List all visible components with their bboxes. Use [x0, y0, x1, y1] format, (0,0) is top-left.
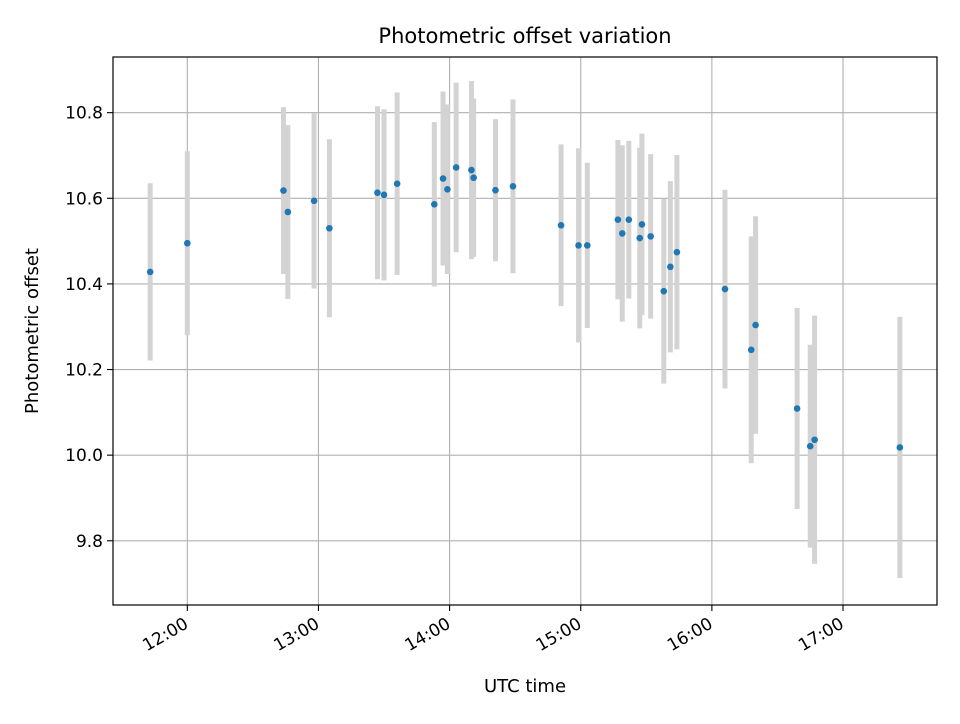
y-tick-label: 10.6 [65, 189, 103, 209]
x-axis-label: UTC time [484, 676, 566, 697]
data-point [492, 186, 499, 194]
data-point [326, 224, 333, 232]
data-point [896, 444, 904, 451]
data-point [310, 197, 318, 205]
y-axis-label: Photometric offset [22, 248, 43, 414]
data-point [470, 174, 477, 182]
data-point [452, 164, 460, 171]
y-tick-label: 10.2 [65, 361, 103, 381]
data-point [673, 248, 681, 256]
data-point [793, 405, 801, 412]
data-point [667, 263, 674, 271]
plot-frame [112, 56, 938, 606]
data-point [380, 191, 388, 199]
data-point [557, 221, 565, 229]
data-point [614, 216, 622, 223]
y-axis-ticks: 9.8 10.0 10.2 10.4 10.6 10.8 [65, 104, 113, 552]
data-point [752, 321, 759, 329]
data-point [146, 268, 154, 276]
data-point [806, 442, 814, 450]
data-point [468, 166, 475, 174]
data-point [509, 182, 517, 190]
chart-title: Photometric offset variation [378, 24, 671, 48]
data-point [184, 239, 191, 247]
data-point [575, 242, 582, 249]
data-points [146, 164, 904, 451]
data-point [280, 187, 287, 194]
data-point [721, 285, 729, 293]
data-point [660, 287, 668, 295]
y-tick-label: 9.8 [76, 532, 103, 552]
data-point [393, 180, 401, 188]
data-point [284, 208, 292, 216]
data-point [811, 436, 818, 444]
y-tick-label: 10.0 [65, 446, 103, 466]
data-point [444, 185, 451, 193]
data-point [636, 234, 644, 242]
data-point [439, 175, 447, 182]
data-point [374, 189, 381, 197]
data-point [647, 233, 654, 240]
data-point [638, 221, 646, 228]
y-tick-label: 10.4 [65, 275, 103, 295]
data-point [747, 346, 755, 354]
data-point [583, 242, 591, 249]
data-point [625, 216, 633, 223]
y-tick-label: 10.8 [65, 104, 103, 124]
data-point [430, 200, 438, 208]
data-point [618, 230, 626, 237]
